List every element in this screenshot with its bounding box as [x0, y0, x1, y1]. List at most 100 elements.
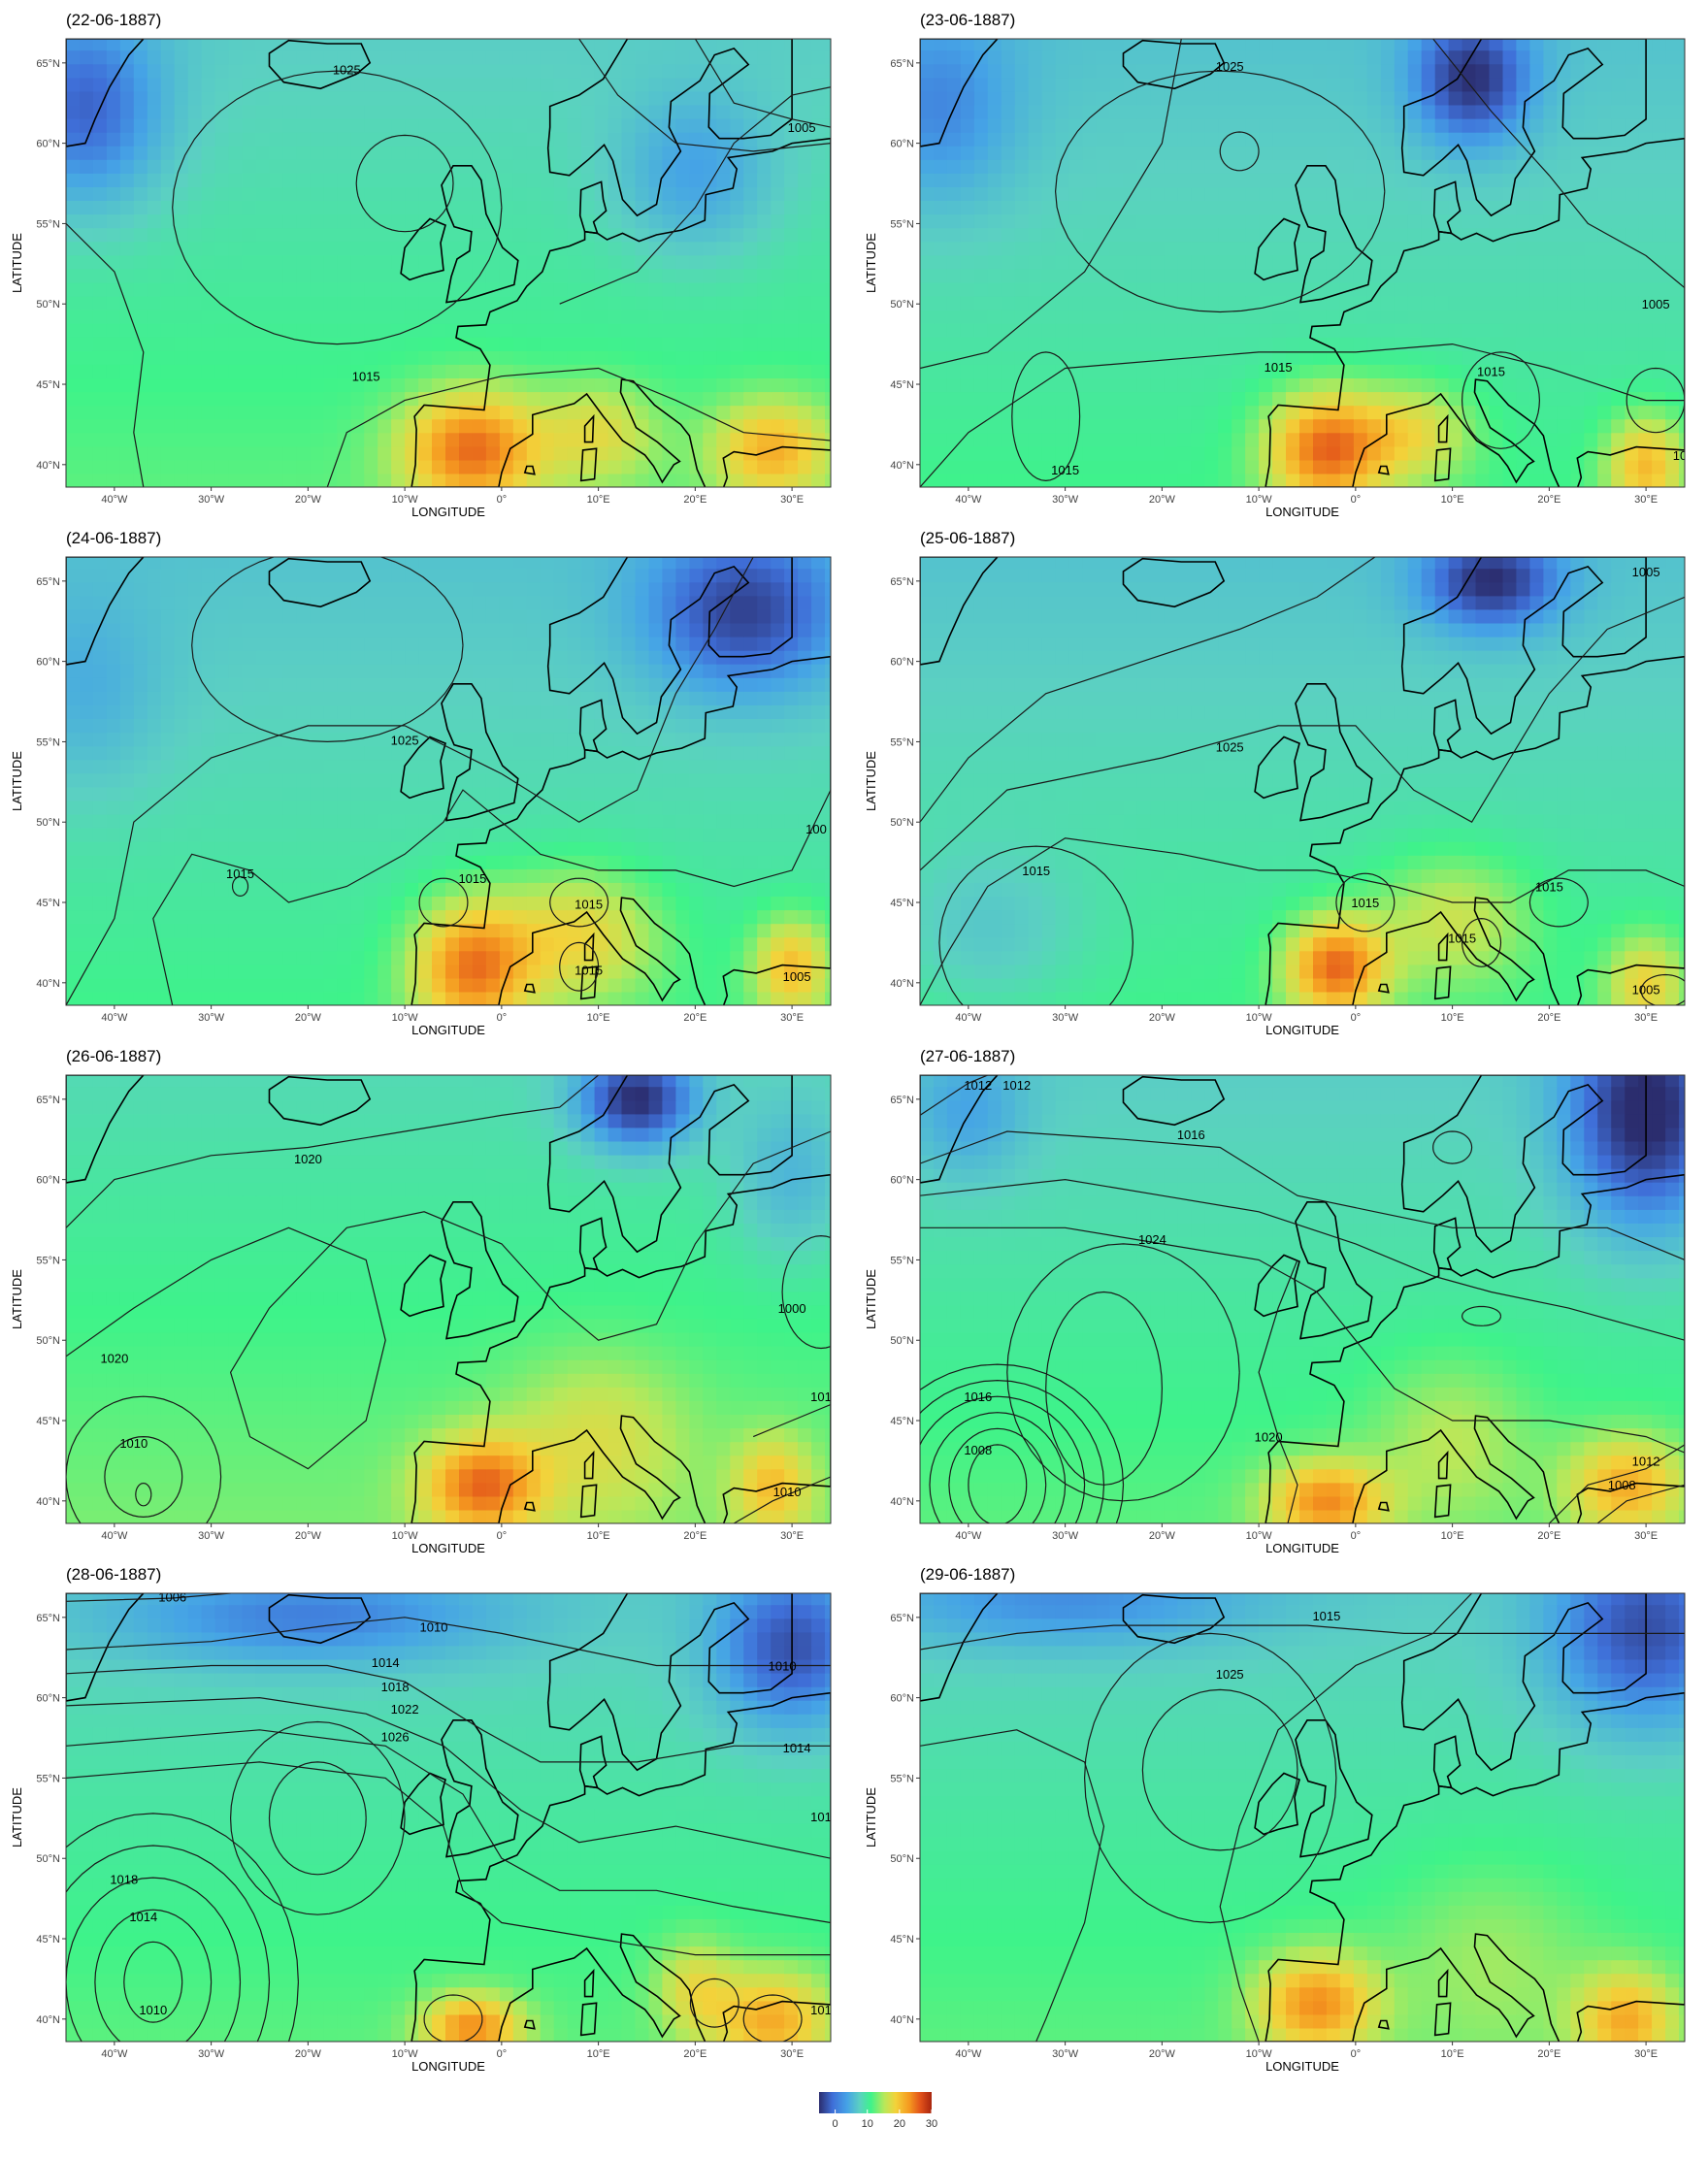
map-panel-svg: (28-06-1887)1006101010141018102210261010…: [10, 1565, 832, 2073]
coastline-ireland: [400, 1772, 446, 1836]
colorbar-tick-label: 0: [833, 2118, 838, 2130]
y-tick-label: 50°N: [890, 1853, 914, 1865]
x-tick-label: 20°W: [1149, 2048, 1176, 2060]
isobar-label: 1010: [769, 1659, 797, 1674]
coastlines: [920, 1075, 1685, 1523]
x-tick-label: 40°W: [955, 494, 982, 506]
isobar-line: [66, 1845, 271, 2042]
y-tick-label: 65°N: [890, 576, 914, 588]
panel-title: (25-06-1887): [920, 529, 1015, 547]
x-tick-label: 40°W: [101, 494, 128, 506]
coastline-corsica: [583, 1968, 595, 1998]
isobar-label: 1020: [1255, 1430, 1283, 1445]
y-tick-label: 50°N: [890, 1335, 914, 1347]
isobar-line: [733, 1476, 831, 1523]
isobar-label: 1000: [778, 1301, 806, 1316]
isobar-line: [268, 1761, 367, 1876]
temperature-heatmap: [66, 557, 831, 1005]
x-tick-label: 30°W: [1052, 1012, 1079, 1024]
y-axis-title: LATITUDE: [864, 1787, 878, 1847]
coastline-greenland: [920, 39, 999, 147]
colorbar-tick-label: 20: [894, 2118, 905, 2130]
isobar-line: [66, 1130, 831, 1470]
isobar-label: 1012: [1632, 1454, 1660, 1468]
colorbar-gradient: [819, 2092, 932, 2113]
isobar-label: 1010: [119, 1436, 148, 1451]
temperature-heatmap: [920, 1593, 1685, 2042]
isobar-label: 1015: [1477, 365, 1505, 379]
isobar-line: [920, 837, 1685, 1005]
coastline-sardinia: [1433, 965, 1452, 1000]
y-tick-label: 65°N: [890, 1095, 914, 1106]
isobar-label: 1016: [1177, 1128, 1205, 1142]
isobar-label: 1018: [381, 1680, 410, 1694]
y-tick-label: 65°N: [36, 1613, 60, 1624]
colorbar-tick-label: 30: [926, 2118, 937, 2130]
isobar-line: [1006, 1243, 1240, 1502]
coastline-ireland: [400, 1254, 446, 1318]
coastline-sicily: [622, 1010, 653, 1036]
y-tick-label: 40°N: [36, 460, 60, 472]
coastline-britain: [1295, 1201, 1373, 1340]
isobar-label: 1015: [1312, 1609, 1340, 1623]
isobar-line: [66, 1395, 222, 1523]
isobar-line: [742, 1994, 803, 2042]
coastline-sardinia: [1433, 1484, 1452, 1519]
isobar-line: [920, 1379, 1105, 1523]
isobar-line: [172, 70, 503, 345]
y-tick-label: 65°N: [890, 58, 914, 70]
isobar-label: 1015: [1351, 896, 1379, 910]
coastline-corsica: [583, 932, 595, 962]
y-tick-label: 50°N: [36, 817, 60, 829]
x-axis-title: LONGITUDE: [411, 1541, 485, 1554]
isobar-label: 1014: [372, 1655, 400, 1670]
temperature-heatmap: [66, 1593, 831, 2042]
coastlines: [920, 557, 1685, 1005]
coastline-britain: [1295, 165, 1373, 304]
coastline-iceland: [268, 39, 372, 90]
isobar-line: [920, 343, 1685, 487]
y-tick-label: 45°N: [36, 898, 60, 909]
isobar-line: [355, 134, 454, 233]
x-tick-label: 20°E: [683, 2048, 706, 2060]
y-tick-label: 40°N: [890, 978, 914, 990]
isobar-label: 1015: [575, 964, 603, 978]
map-panel-svg: (26-06-1887) 1020 1020 1010 1000 101 1010 40°W 3…: [10, 1047, 832, 1554]
y-tick-label: 60°N: [890, 657, 914, 669]
plot-border: [919, 556, 1686, 1006]
coastline-mallorca: [523, 2019, 536, 2030]
y-tick-label: 50°N: [890, 299, 914, 311]
x-tick-label: 0°: [1351, 2048, 1362, 2060]
coastline-sardinia: [579, 1484, 598, 1519]
coastline-mainland: [411, 655, 831, 1005]
panel-title: (26-06-1887): [66, 1047, 161, 1065]
map-panel: (23-06-1887) 1025 1015 1015 1005 1015 10 40°W 30…: [854, 0, 1708, 518]
temperature-heatmap: [920, 39, 1685, 487]
isobar-line: [1083, 1632, 1337, 1924]
isobar-line: [423, 1994, 483, 2042]
y-tick-label: 40°N: [890, 1496, 914, 1508]
coastline-iceland: [1122, 1075, 1226, 1127]
map-panel-svg: (22-06-1887) 1025 1015 1005 40°W 30°W 20°W 10°W…: [10, 11, 832, 518]
y-tick-label: 45°N: [36, 379, 60, 391]
y-axis-title: LATITUDE: [10, 233, 24, 293]
coastline-britain: [441, 1201, 519, 1340]
coastline-iceland: [1122, 39, 1226, 90]
isobar-label: 101: [810, 1810, 832, 1824]
coastline-mainland: [411, 1173, 831, 1523]
coastline-mallorca: [523, 1501, 536, 1512]
x-tick-label: 10°W: [1246, 2048, 1273, 2060]
y-tick-label: 65°N: [36, 58, 60, 70]
x-tick-label: 20°W: [295, 494, 322, 506]
y-tick-label: 60°N: [36, 139, 60, 150]
isobar-line: [920, 39, 1182, 370]
isobar-line: [66, 1593, 231, 1602]
isobar-label: 1010: [420, 1620, 448, 1635]
isobar-label: 1015: [1051, 463, 1079, 477]
x-tick-label: 30°W: [198, 2048, 225, 2060]
coastline-britain: [1295, 1719, 1373, 1858]
coastline-sardinia: [579, 965, 598, 1000]
x-tick-label: 30°W: [1052, 1530, 1079, 1542]
y-tick-label: 65°N: [36, 1095, 60, 1106]
y-tick-label: 45°N: [36, 1934, 60, 1945]
